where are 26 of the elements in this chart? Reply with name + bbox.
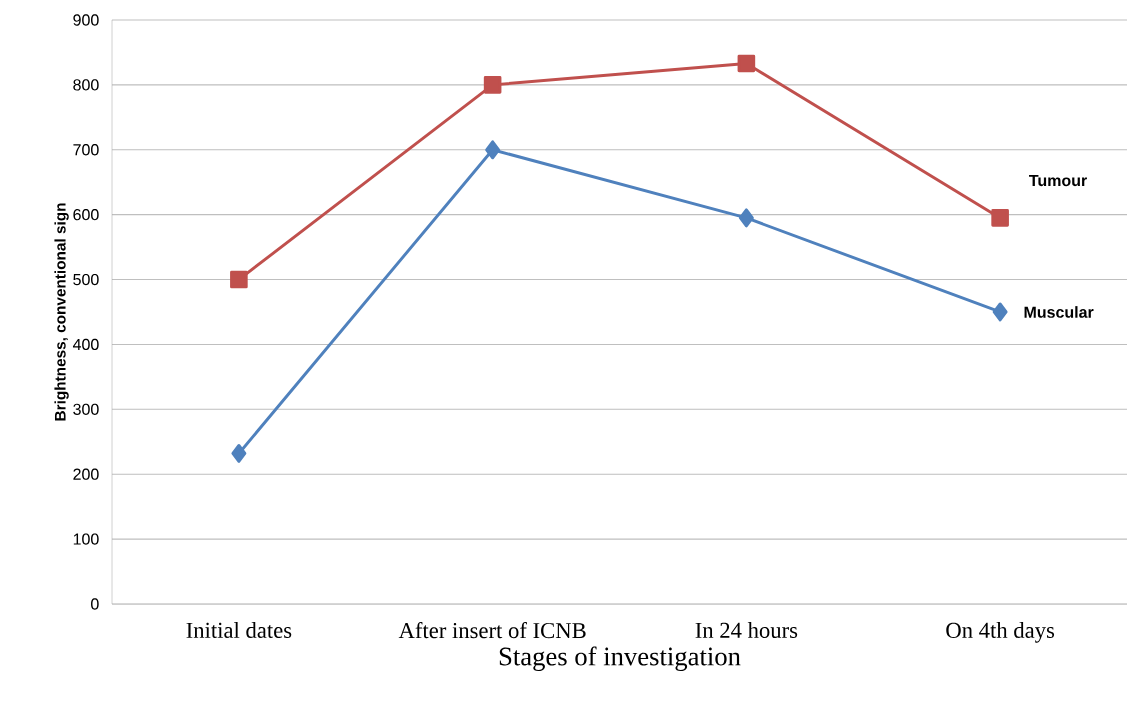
y-tick-label: 900	[73, 14, 99, 26]
x-tick-label: In 24 hours	[695, 622, 798, 638]
point	[991, 209, 1009, 227]
y-tick-label: 600	[73, 209, 99, 221]
series-label: Muscular	[1024, 306, 1094, 318]
y-tick-label: 800	[73, 79, 99, 91]
y-tick-label: 500	[73, 273, 99, 286]
text: Tumour	[1029, 174, 1087, 187]
point	[738, 208, 754, 228]
y-axis-title: Brightness, conventional sign	[54, 203, 69, 421]
point	[483, 76, 502, 94]
point	[230, 270, 248, 289]
y-tick-label: 0	[91, 598, 99, 610]
y-tick-label: 300	[73, 403, 99, 415]
point	[231, 443, 247, 463]
y-tick-label: 100	[73, 533, 99, 545]
point	[992, 302, 1008, 322]
x-tick-label: Initial dates	[186, 622, 292, 638]
x-tick-label: On 4th days	[946, 622, 1055, 643]
y-tick-label: 700	[73, 144, 99, 156]
y-tick-label: 200	[73, 468, 99, 480]
point	[737, 54, 756, 73]
y-tick-label: 400	[72, 338, 99, 351]
x-axis-title: Stages of investigation	[499, 646, 741, 671]
point	[485, 140, 501, 160]
x-tick-label: After insert of ICNB	[398, 622, 586, 639]
